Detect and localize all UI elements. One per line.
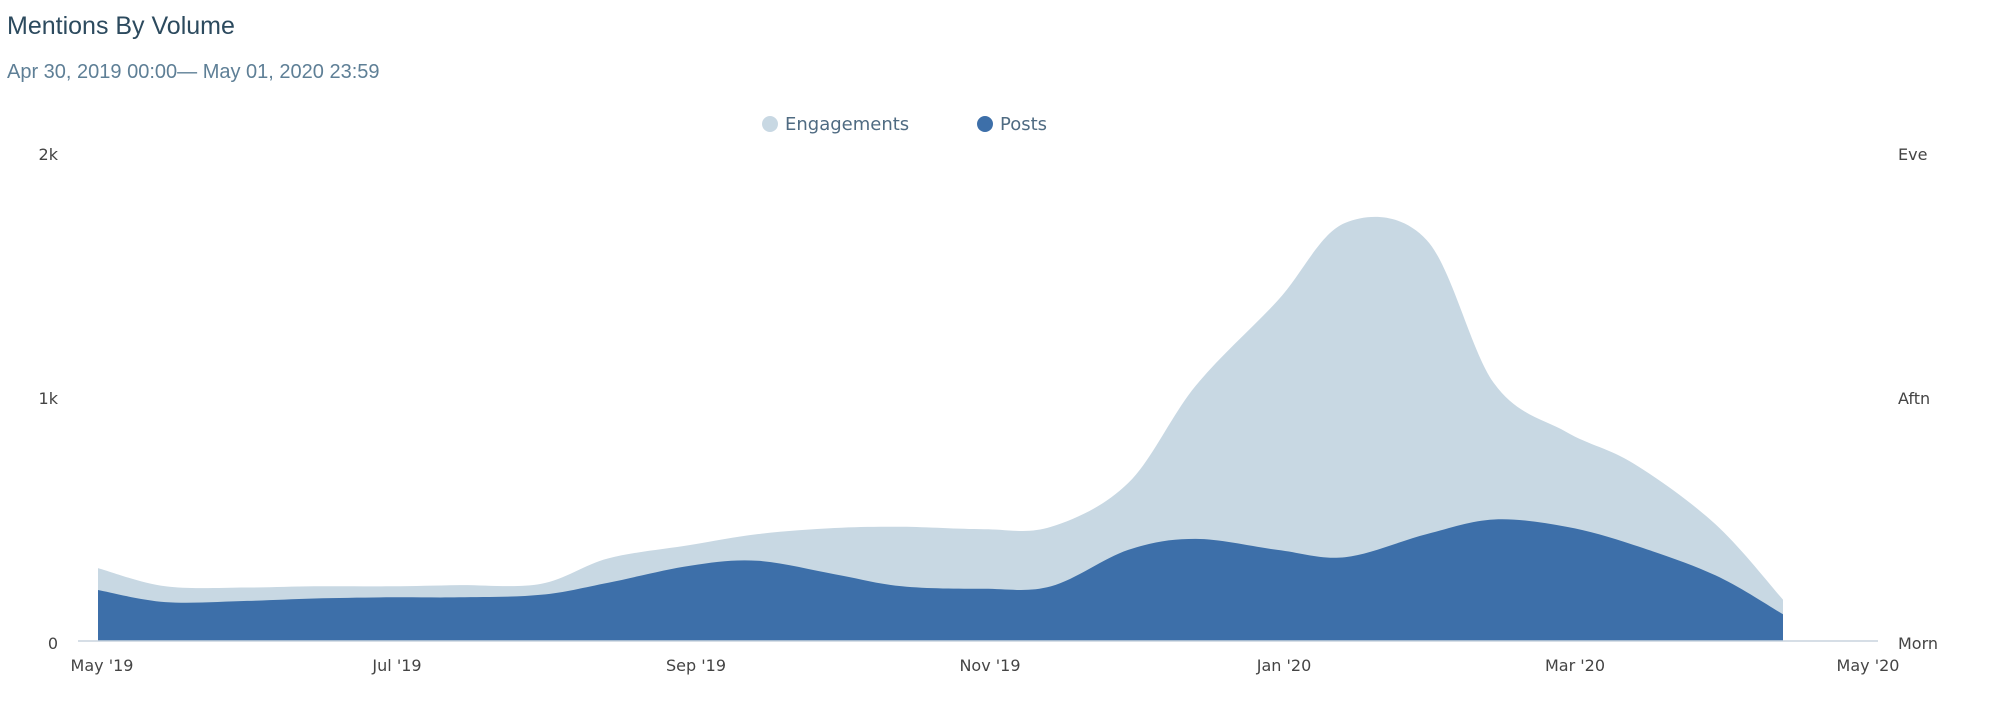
y-left-tick: 1k <box>39 389 59 408</box>
chart-areas <box>98 216 1783 642</box>
y-left-tick: 2k <box>39 145 59 164</box>
x-tick: Nov '19 <box>959 656 1020 675</box>
y-right-tick: Aftn <box>1898 389 1930 408</box>
x-tick: Jan '20 <box>1256 656 1312 675</box>
y-left-tick: 0 <box>48 634 58 653</box>
x-axis: May '19 Jul '19 Sep '19 Nov '19 Jan '20 … <box>71 656 1900 675</box>
legend-engagements-marker <box>762 116 778 132</box>
x-tick: May '20 <box>1837 656 1900 675</box>
chart-title: Mentions By Volume <box>7 12 235 40</box>
area-posts[interactable] <box>98 519 1783 641</box>
y-right-tick: Morn <box>1898 634 1938 653</box>
legend-engagements-label: Engagements <box>785 114 909 135</box>
legend-posts-label: Posts <box>1000 114 1047 135</box>
y-axis-left: 0 1k 2k <box>39 145 59 653</box>
area-engagements[interactable] <box>98 216 1783 642</box>
x-tick: May '19 <box>71 656 134 675</box>
y-right-tick: Eve <box>1898 145 1927 164</box>
x-tick: Mar '20 <box>1545 656 1605 675</box>
y-axis-right: Morn Aftn Eve <box>1898 145 1938 653</box>
x-tick: Jul '19 <box>371 656 421 675</box>
legend: Engagements Posts <box>762 114 1047 135</box>
date-range: Apr 30, 2019 00:00— May 01, 2020 23:59 <box>7 61 380 83</box>
legend-posts-marker <box>977 116 993 132</box>
legend-item-engagements[interactable]: Engagements <box>762 114 909 135</box>
legend-item-posts[interactable]: Posts <box>977 114 1047 135</box>
x-tick: Sep '19 <box>666 656 726 675</box>
